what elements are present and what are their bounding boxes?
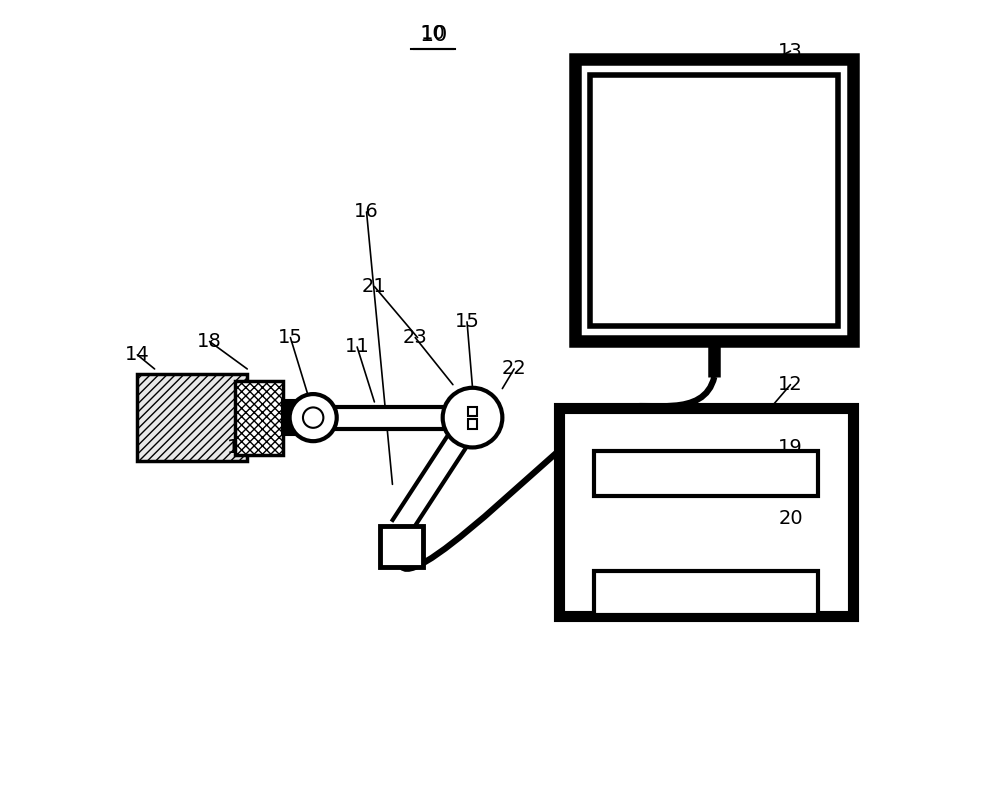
- Text: 23: 23: [403, 328, 428, 347]
- Bar: [282, 400, 302, 435]
- Text: 12: 12: [778, 375, 803, 394]
- Text: 15: 15: [278, 328, 303, 347]
- Bar: [594, 451, 818, 496]
- Bar: [559, 408, 853, 616]
- Bar: [594, 571, 818, 615]
- Bar: [235, 381, 283, 455]
- Text: 11: 11: [345, 338, 370, 356]
- Bar: [468, 407, 477, 416]
- Text: 22: 22: [502, 360, 527, 378]
- Text: 17: 17: [227, 438, 252, 457]
- Text: 16: 16: [354, 203, 379, 221]
- Text: 20: 20: [778, 509, 803, 528]
- Bar: [468, 419, 477, 429]
- Text: 18: 18: [197, 332, 222, 351]
- Text: 10: 10: [421, 24, 446, 43]
- Bar: [575, 59, 853, 341]
- Text: 15: 15: [455, 312, 479, 331]
- Bar: [380, 526, 423, 567]
- Text: 21: 21: [362, 277, 387, 296]
- Text: 14: 14: [125, 345, 150, 364]
- Text: 10: 10: [419, 25, 447, 46]
- Bar: [590, 75, 838, 326]
- Circle shape: [290, 394, 337, 441]
- Bar: [137, 374, 247, 461]
- Bar: [313, 407, 473, 429]
- Circle shape: [303, 407, 323, 428]
- Text: 13: 13: [778, 42, 803, 60]
- Polygon shape: [393, 411, 482, 532]
- Circle shape: [443, 388, 502, 447]
- Text: 19: 19: [778, 438, 803, 457]
